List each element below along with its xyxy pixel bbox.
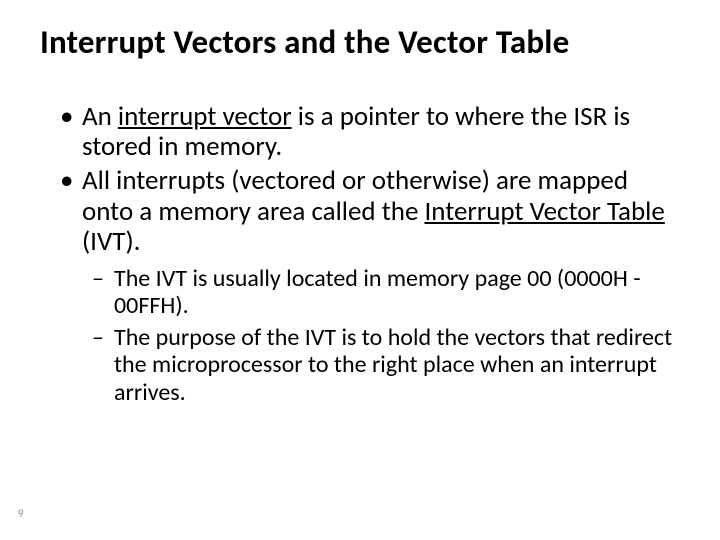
- bullet-list: An interrupt vector is a pointer to wher…: [40, 102, 680, 257]
- sub-bullet-item: The purpose of the IVT is to hold the ve…: [94, 324, 680, 406]
- bullet-text-post: (IVT).: [82, 225, 140, 258]
- slide-title: Interrupt Vectors and the Vector Table: [40, 24, 680, 62]
- bullet-item: An interrupt vector is a pointer to wher…: [64, 102, 680, 162]
- bullet-item: All interrupts (vectored or otherwise) a…: [64, 166, 680, 257]
- bullet-text-pre: An: [82, 100, 118, 133]
- bullet-text-underline: interrupt vector: [118, 100, 292, 133]
- page-number: 9: [18, 507, 24, 520]
- sub-bullet-item: The IVT is usually located in memory pag…: [94, 265, 680, 320]
- sub-bullet-list: The IVT is usually located in memory pag…: [40, 265, 680, 406]
- bullet-text-underline: Interrupt Vector Table: [424, 195, 664, 228]
- slide: Interrupt Vectors and the Vector Table A…: [0, 0, 720, 540]
